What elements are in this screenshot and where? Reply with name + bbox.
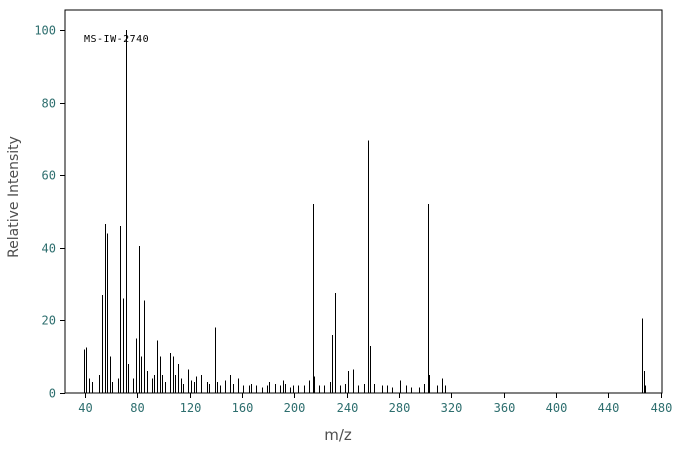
x-tick-label: 200 (284, 401, 306, 415)
x-tick-label: 320 (441, 401, 463, 415)
plot-frame (64, 9, 663, 394)
x-tick-label: 80 (130, 401, 144, 415)
x-axis-ticks: 40 80 120 160 200 240 280 320 360 400 440 480 (78, 393, 672, 415)
x-axis-title: m/z (324, 426, 352, 444)
x-tick-label: 360 (494, 401, 516, 415)
x-tick-label: 280 (389, 401, 411, 415)
x-tick-label: 440 (598, 401, 620, 415)
x-tick-label: 480 (651, 401, 673, 415)
y-tick-label: 80 (42, 97, 56, 111)
x-tick-label: 400 (546, 401, 568, 415)
y-axis-ticks: 0 20 40 60 80 100 (34, 24, 65, 401)
x-tick-label: 40 (78, 401, 92, 415)
y-tick-label: 40 (42, 242, 56, 256)
y-axis-title: Relative Intensity (6, 136, 22, 258)
x-tick-label: 160 (232, 401, 254, 415)
y-tick-label: 100 (34, 24, 56, 38)
x-tick-label: 120 (180, 401, 202, 415)
x-tick-label: 240 (337, 401, 359, 415)
spectrum-id-label: MS-IW-2740 (84, 34, 150, 45)
y-tick-label: 60 (42, 169, 56, 183)
y-tick-label: 20 (42, 314, 56, 328)
peaks-group (84, 29, 646, 393)
y-tick-label: 0 (49, 387, 56, 401)
